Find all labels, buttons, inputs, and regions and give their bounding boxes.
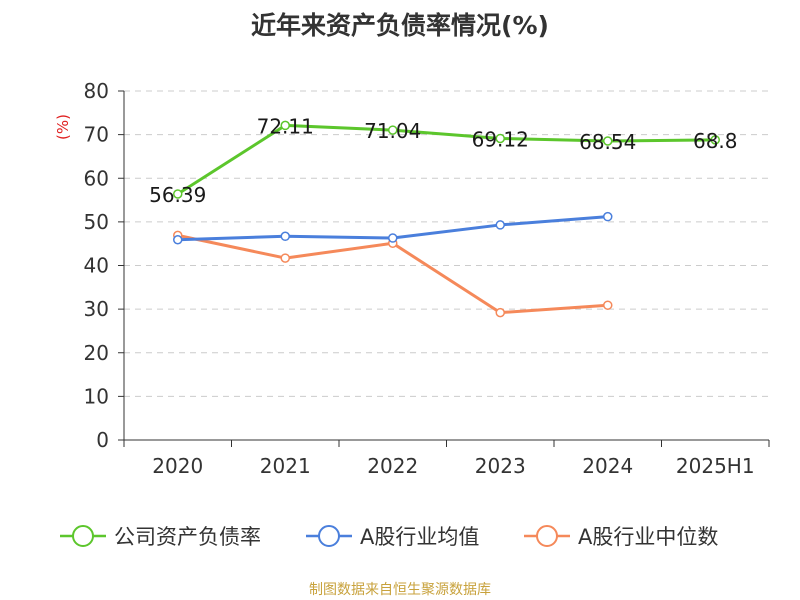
legend-label: 公司资产负债率 <box>114 525 261 549</box>
x-tick-label: 2025H1 <box>676 454 755 478</box>
data-point <box>388 125 398 135</box>
data-point <box>280 231 290 242</box>
y-tick-label: 70 <box>84 123 109 147</box>
data-point <box>710 135 720 145</box>
y-tick-label: 20 <box>84 341 109 365</box>
data-point <box>603 300 613 310</box>
axes: 0 10 20 30 40 50 60 70 80 2020 2021 2022 2023 2024 202… <box>54 79 770 478</box>
legend-label: A股行业均值 <box>360 525 479 549</box>
series-layer <box>173 120 720 318</box>
data-point <box>280 253 290 263</box>
y-axis-unit-label: (%) <box>54 114 72 140</box>
data-point <box>388 233 398 243</box>
data-point <box>495 220 505 230</box>
data-point <box>173 189 183 199</box>
x-tick-label: 2024 <box>582 454 633 478</box>
legend-item: 公司资产负债率 <box>60 525 261 549</box>
legend: 公司资产负债率 A股行业均值 A股行业中位数 <box>60 525 718 549</box>
data-source-note: 制图数据来自恒生聚源数据库 <box>309 582 491 598</box>
y-tick-label: 60 <box>84 166 109 190</box>
data-labels: 56.39 72.11 71.04 69.12 68.54 68.8 <box>149 114 737 207</box>
x-tick-label: 2021 <box>260 454 311 478</box>
data-point <box>603 211 613 222</box>
data-label: 72.11 <box>257 114 314 138</box>
x-tick-label: 2023 <box>475 454 526 478</box>
legend-item: A股行业中位数 <box>524 525 718 549</box>
y-tick-label: 40 <box>84 254 109 278</box>
legend-swatch-marker <box>536 525 558 547</box>
y-tick-label: 80 <box>84 79 109 103</box>
data-label: 56.39 <box>149 183 206 207</box>
data-label: 69.12 <box>472 127 529 151</box>
x-tick-label: 2020 <box>152 454 203 478</box>
series-company-debt-ratio <box>173 120 720 199</box>
y-tick-label: 0 <box>96 428 109 452</box>
data-point <box>495 133 505 144</box>
legend-swatch-marker <box>72 525 94 547</box>
data-label: 68.8 <box>693 129 738 153</box>
legend-swatch-marker <box>318 525 340 547</box>
series-line <box>176 123 716 196</box>
data-point <box>173 235 183 245</box>
data-point <box>603 136 613 146</box>
y-tick-label: 10 <box>84 384 109 408</box>
x-tick-label: 2022 <box>367 454 418 478</box>
chart-title: 近年来资产负债率情况(%) <box>251 11 549 40</box>
series-industry-median <box>173 230 613 318</box>
data-point <box>495 307 505 318</box>
legend-item: A股行业均值 <box>306 525 479 549</box>
y-tick-label: 30 <box>84 297 109 321</box>
y-tick-label: 50 <box>84 210 109 234</box>
series-industry-average <box>173 211 613 245</box>
data-label: 71.04 <box>364 119 421 143</box>
data-label: 68.54 <box>579 130 636 154</box>
data-point <box>280 120 290 131</box>
legend-label: A股行业中位数 <box>578 525 718 549</box>
